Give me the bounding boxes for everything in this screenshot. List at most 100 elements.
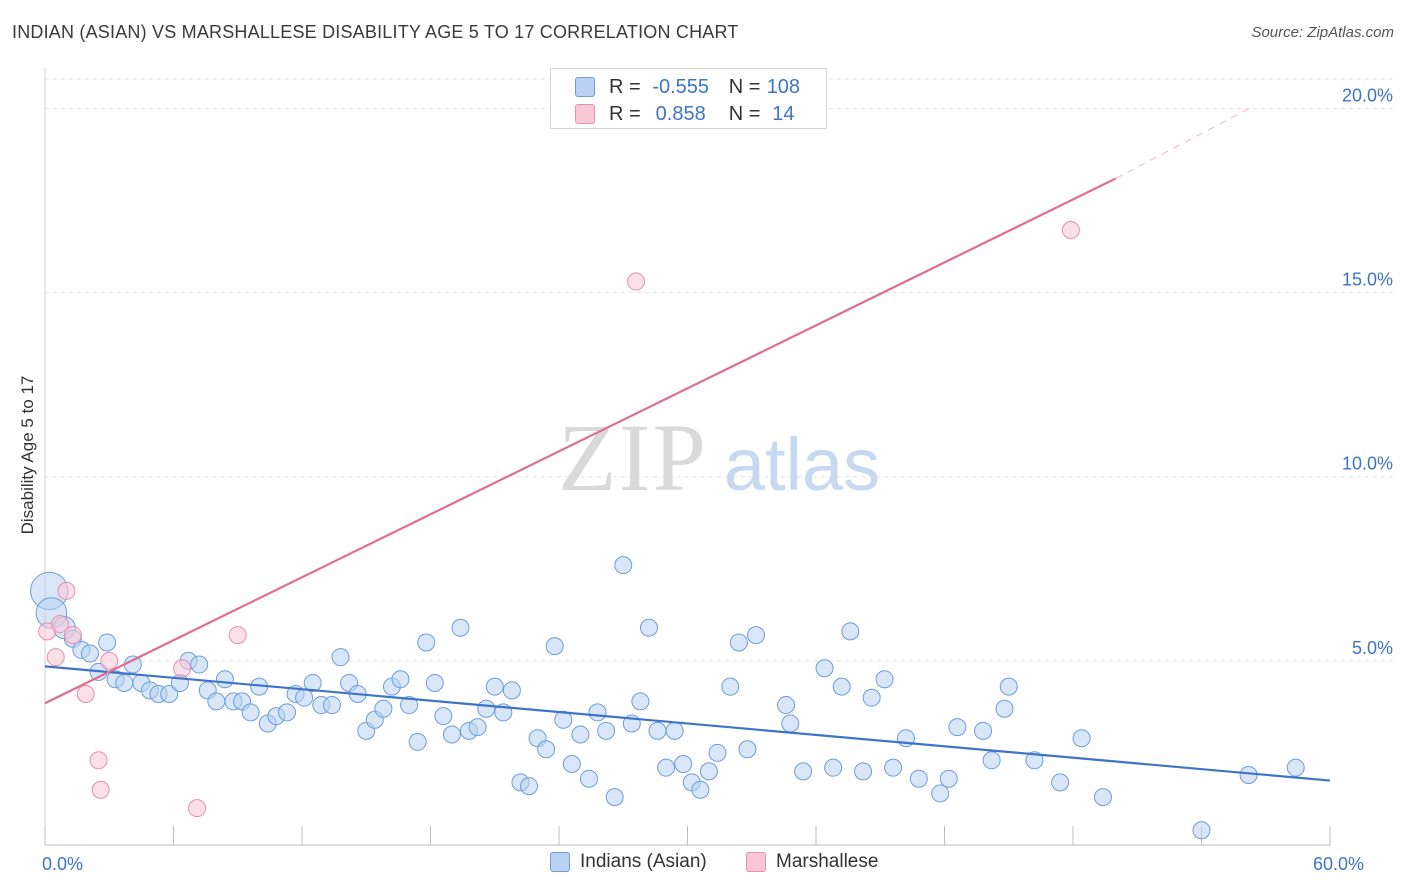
data-point bbox=[794, 762, 813, 781]
data-point bbox=[331, 648, 350, 667]
legend-r-value: 0.858 bbox=[655, 102, 706, 125]
series-legend-indians[interactable]: Indians (Asian) bbox=[550, 851, 707, 873]
data-point bbox=[571, 725, 590, 744]
data-point bbox=[434, 707, 453, 726]
data-point bbox=[451, 618, 470, 637]
data-point bbox=[50, 615, 69, 634]
data-point bbox=[832, 677, 851, 696]
x-tick-label: 0.0% bbox=[42, 854, 83, 874]
data-point bbox=[241, 703, 260, 722]
data-point bbox=[815, 659, 834, 678]
trend-line-marshallese bbox=[44, 177, 1117, 705]
data-point bbox=[939, 769, 958, 788]
data-point bbox=[614, 556, 633, 575]
data-point bbox=[425, 673, 444, 692]
data-point bbox=[554, 710, 573, 729]
data-point bbox=[442, 725, 461, 744]
trend-line-indians bbox=[44, 665, 1331, 782]
data-point bbox=[1286, 758, 1305, 777]
data-point bbox=[931, 784, 950, 803]
data-point bbox=[502, 681, 521, 700]
data-point bbox=[80, 644, 99, 663]
data-point bbox=[824, 758, 843, 777]
x-tick-label: 60.0% bbox=[1313, 854, 1364, 874]
data-point bbox=[76, 685, 95, 704]
data-point bbox=[173, 659, 192, 678]
series-legend-label: Marshallese bbox=[776, 851, 879, 872]
y-tick-label: 10.0% bbox=[1342, 454, 1393, 474]
data-point bbox=[1051, 773, 1070, 792]
data-point bbox=[374, 699, 393, 718]
series-legend-marshallese[interactable]: Marshallese bbox=[746, 851, 878, 873]
data-point bbox=[322, 696, 341, 715]
series-legend: Indians (Asian) Marshallese bbox=[0, 851, 1406, 877]
data-point bbox=[562, 754, 581, 773]
legend-n-value: 14 bbox=[772, 102, 795, 125]
data-point bbox=[98, 633, 117, 652]
data-point bbox=[391, 670, 410, 689]
watermark-atlas: atlas bbox=[724, 423, 880, 506]
legend-row-indians: R = -0.555 N = 108 bbox=[575, 76, 806, 98]
legend-r-value: -0.555 bbox=[652, 75, 710, 98]
legend-n-label: N = bbox=[728, 102, 761, 125]
data-point bbox=[100, 651, 119, 670]
data-point bbox=[699, 762, 718, 781]
data-point bbox=[691, 780, 710, 799]
data-point bbox=[841, 622, 860, 641]
data-point bbox=[89, 751, 108, 770]
data-point bbox=[1239, 766, 1258, 785]
data-point bbox=[190, 655, 209, 674]
data-point bbox=[708, 743, 727, 762]
legend-r-label: R = bbox=[609, 102, 641, 125]
data-point bbox=[160, 685, 179, 704]
series-legend-swatch-indians bbox=[550, 852, 570, 872]
axes bbox=[44, 68, 1331, 846]
data-point bbox=[884, 758, 903, 777]
trend-layer bbox=[44, 106, 1331, 782]
data-point bbox=[91, 780, 110, 799]
data-point bbox=[485, 677, 504, 696]
data-point bbox=[605, 788, 624, 807]
data-point bbox=[400, 696, 419, 715]
data-point bbox=[631, 692, 650, 711]
data-point bbox=[627, 272, 646, 291]
data-point bbox=[537, 740, 556, 759]
data-point bbox=[657, 758, 676, 777]
watermark-zip: ZIP bbox=[558, 404, 708, 511]
y-tick-label: 20.0% bbox=[1342, 85, 1393, 105]
legend-r-label: R = bbox=[609, 75, 641, 98]
data-point bbox=[948, 718, 967, 737]
data-point bbox=[862, 688, 881, 707]
chart-source: Source: ZipAtlas.com bbox=[1251, 24, 1394, 41]
data-point bbox=[579, 769, 598, 788]
data-point bbox=[875, 670, 894, 689]
data-point bbox=[468, 718, 487, 737]
data-point bbox=[115, 673, 134, 692]
data-point bbox=[982, 751, 1001, 770]
data-point bbox=[721, 677, 740, 696]
y-tick-label: 15.0% bbox=[1342, 270, 1393, 290]
data-point bbox=[674, 754, 693, 773]
data-point bbox=[123, 655, 142, 674]
data-point bbox=[588, 703, 607, 722]
legend-row-marshallese: R = 0.858 N = 14 bbox=[575, 103, 806, 125]
data-point bbox=[729, 633, 748, 652]
y-tick-label: 5.0% bbox=[1352, 638, 1393, 658]
data-point bbox=[207, 692, 226, 711]
series-layer bbox=[30, 220, 1305, 840]
watermark: ZIP atlas bbox=[558, 404, 880, 511]
data-point bbox=[477, 699, 496, 718]
legend-swatch-marshallese bbox=[575, 104, 595, 124]
data-point bbox=[995, 699, 1014, 718]
data-point bbox=[781, 714, 800, 733]
grid-lines bbox=[45, 78, 1394, 662]
data-point bbox=[545, 637, 564, 656]
data-point bbox=[417, 633, 436, 652]
data-point bbox=[408, 732, 427, 751]
trend-line-extension bbox=[1115, 106, 1254, 179]
data-point bbox=[1072, 729, 1091, 748]
tick-labels: 5.0% 10.0% 15.0% 20.0% 0.0% 60.0% bbox=[42, 85, 1393, 874]
data-point bbox=[63, 626, 82, 645]
data-point bbox=[999, 677, 1018, 696]
data-point bbox=[215, 670, 234, 689]
